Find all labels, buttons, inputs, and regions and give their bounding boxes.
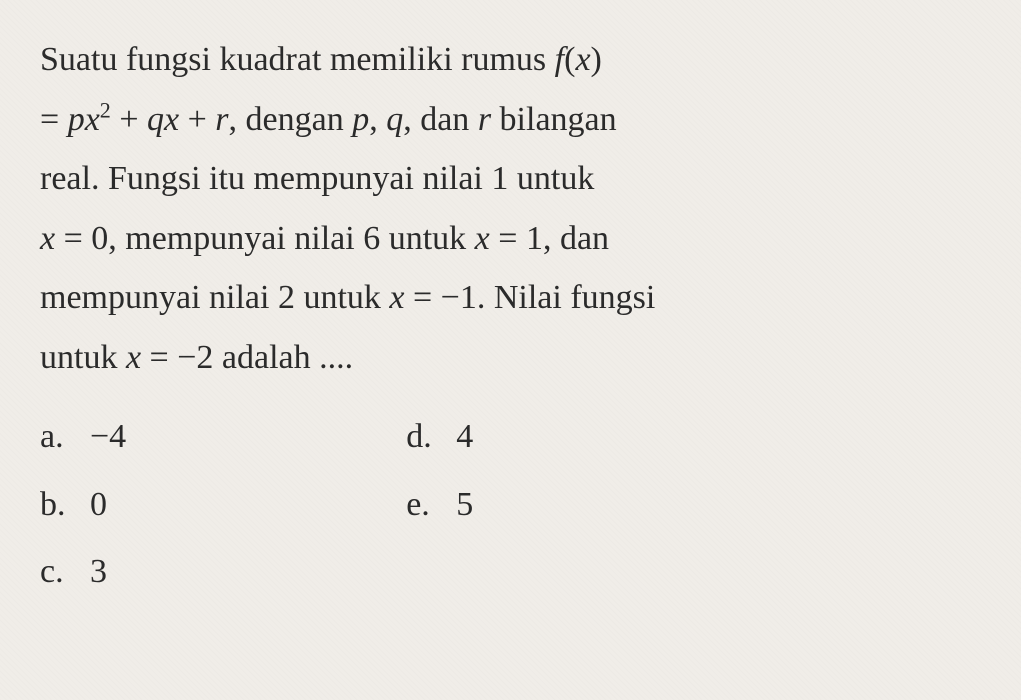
var-x: x <box>126 339 141 376</box>
option-value: −4 <box>90 407 126 467</box>
option-value: 3 <box>90 542 107 602</box>
option-d: d. 4 <box>406 407 473 467</box>
fx-arg: (x) <box>564 41 602 78</box>
option-label: a. <box>40 407 90 467</box>
option-value: 5 <box>456 475 473 535</box>
var-r: r <box>215 101 228 138</box>
question-line-6: untuk x = −2 adalah .... <box>40 328 981 388</box>
question-body: Suatu fungsi kuadrat memiliki rumus f(x)… <box>40 30 981 387</box>
text-segment: , <box>369 101 386 138</box>
text-segment: Suatu fungsi kuadrat memiliki rumus <box>40 41 555 78</box>
question-line-1: Suatu fungsi kuadrat memiliki rumus f(x) <box>40 30 981 90</box>
option-b: b. 0 <box>40 475 126 535</box>
text-segment: , dengan <box>229 101 353 138</box>
option-label: b. <box>40 475 90 535</box>
option-label: d. <box>406 407 456 467</box>
exponent: 2 <box>100 97 111 122</box>
option-label: e. <box>406 475 456 535</box>
text-segment: = −1. Nilai fungsi <box>405 279 656 316</box>
question-line-5: mempunyai nilai 2 untuk x = −1. Nilai fu… <box>40 268 981 328</box>
var-r2: r <box>478 101 491 138</box>
text-segment: = <box>40 101 68 138</box>
text-segment: , dan <box>403 101 478 138</box>
text-segment: untuk <box>40 339 126 376</box>
question-line-3: real. Fungsi itu mempunyai nilai 1 untuk <box>40 149 981 209</box>
text-segment: = 0, mempunyai nilai 6 untuk <box>55 220 475 257</box>
option-value: 0 <box>90 475 107 535</box>
text-segment: + <box>111 101 147 138</box>
text-segment: + <box>179 101 215 138</box>
question-line-2: = px2 + qx + r, dengan p, q, dan r bilan… <box>40 90 981 150</box>
text-segment: = 1, dan <box>490 220 609 257</box>
var-x: x <box>475 220 490 257</box>
question-line-4: x = 0, mempunyai nilai 6 untuk x = 1, da… <box>40 209 981 269</box>
text-segment: mempunyai nilai 2 untuk <box>40 279 389 316</box>
var-x: x <box>575 41 590 78</box>
option-a: a. −4 <box>40 407 126 467</box>
options-column-right: d. 4 e. 5 <box>406 407 473 602</box>
option-e: e. 5 <box>406 475 473 535</box>
text-segment: bilangan <box>491 101 617 138</box>
answer-options: a. −4 b. 0 c. 3 d. 4 e. 5 <box>40 407 981 602</box>
var-q: q <box>386 101 403 138</box>
var-f: f <box>555 41 564 78</box>
option-label: c. <box>40 542 90 602</box>
option-value: 4 <box>456 407 473 467</box>
var-qx: qx <box>147 101 179 138</box>
var-x: x <box>389 279 404 316</box>
var-p: p <box>352 101 369 138</box>
options-column-left: a. −4 b. 0 c. 3 <box>40 407 126 602</box>
var-px: px <box>68 101 100 138</box>
option-c: c. 3 <box>40 542 126 602</box>
var-x: x <box>40 220 55 257</box>
text-segment: = −2 adalah .... <box>141 339 353 376</box>
